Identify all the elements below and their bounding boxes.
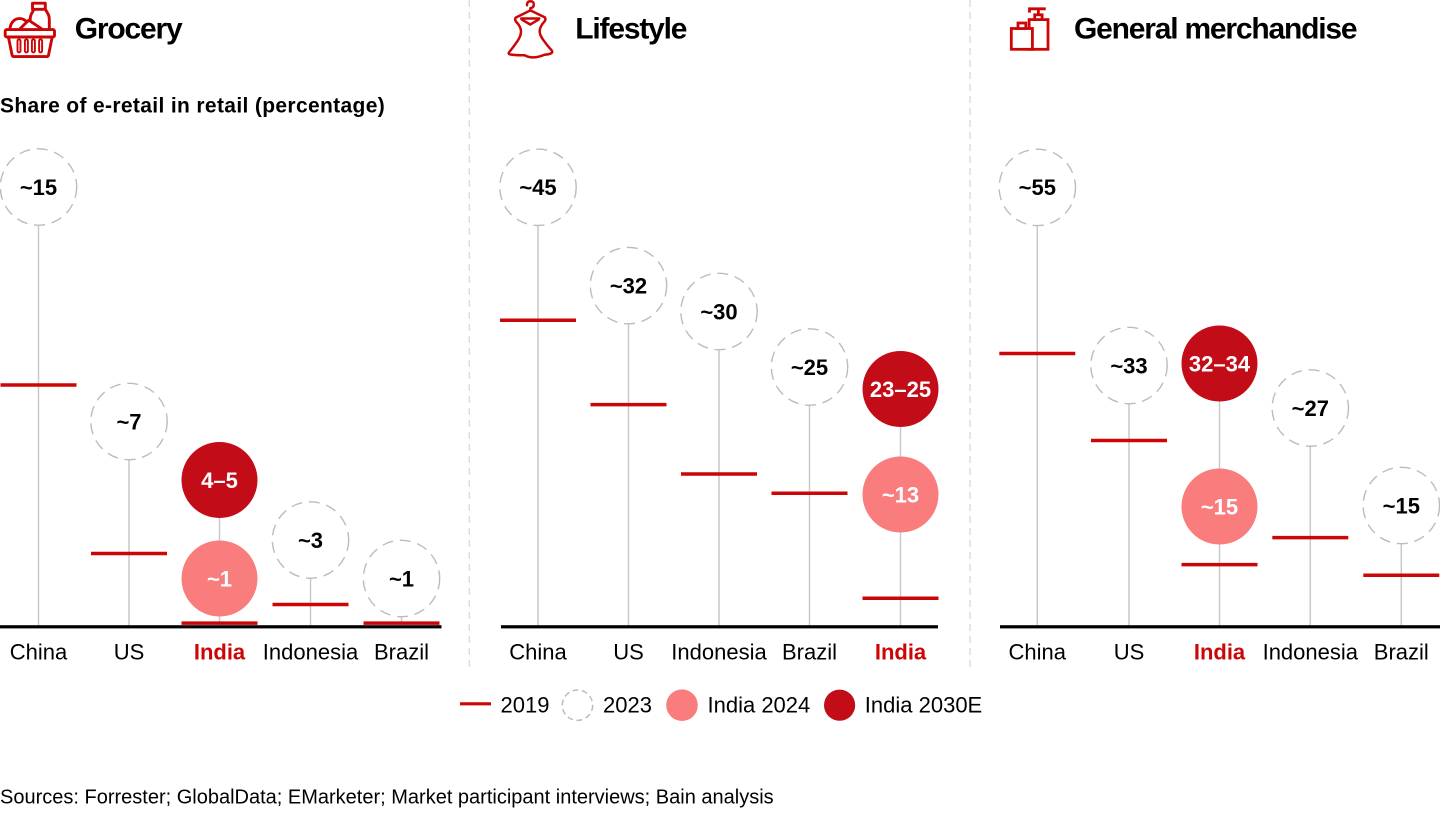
svg-text:Share of e-retail in retail (p: Share of e-retail in retail (percentage) bbox=[0, 94, 385, 117]
svg-text:Indonesia: Indonesia bbox=[671, 640, 767, 665]
svg-text:~1: ~1 bbox=[207, 566, 232, 591]
svg-text:~55: ~55 bbox=[1019, 175, 1056, 200]
svg-text:~33: ~33 bbox=[1110, 353, 1147, 378]
svg-text:India 2024: India 2024 bbox=[708, 692, 811, 717]
svg-text:General merchandise: General merchandise bbox=[1074, 13, 1357, 46]
svg-text:~3: ~3 bbox=[298, 528, 323, 553]
svg-text:2019: 2019 bbox=[501, 692, 550, 717]
svg-text:India: India bbox=[1194, 640, 1246, 665]
svg-text:US: US bbox=[613, 640, 644, 665]
svg-text:~13: ~13 bbox=[882, 482, 919, 507]
svg-text:~15: ~15 bbox=[20, 175, 57, 200]
svg-text:4–5: 4–5 bbox=[201, 468, 238, 493]
svg-text:China: China bbox=[1009, 640, 1067, 665]
svg-text:India 2030E: India 2030E bbox=[865, 692, 982, 717]
svg-text:Lifestyle: Lifestyle bbox=[575, 13, 686, 46]
svg-text:US: US bbox=[114, 640, 145, 665]
svg-text:~30: ~30 bbox=[700, 299, 737, 324]
svg-text:32–34: 32–34 bbox=[1189, 351, 1251, 376]
svg-text:~7: ~7 bbox=[116, 409, 141, 434]
svg-text:Sources: Forrester; GlobalData: Sources: Forrester; GlobalData; EMarkete… bbox=[0, 787, 774, 809]
svg-text:Grocery: Grocery bbox=[75, 13, 183, 46]
svg-text:~15: ~15 bbox=[1383, 493, 1420, 518]
svg-text:China: China bbox=[509, 640, 567, 665]
svg-text:~27: ~27 bbox=[1292, 396, 1329, 421]
svg-text:23–25: 23–25 bbox=[870, 377, 931, 402]
svg-text:~1: ~1 bbox=[389, 566, 414, 591]
svg-text:~45: ~45 bbox=[519, 175, 556, 200]
svg-text:Indonesia: Indonesia bbox=[263, 640, 359, 665]
svg-text:Brazil: Brazil bbox=[374, 640, 429, 665]
svg-text:~15: ~15 bbox=[1201, 494, 1238, 519]
svg-text:Brazil: Brazil bbox=[1374, 640, 1429, 665]
svg-text:~32: ~32 bbox=[610, 273, 647, 298]
svg-text:India: India bbox=[875, 640, 927, 665]
svg-text:Indonesia: Indonesia bbox=[1263, 640, 1359, 665]
svg-text:Brazil: Brazil bbox=[782, 640, 837, 665]
svg-text:China: China bbox=[10, 640, 68, 665]
svg-text:2023: 2023 bbox=[603, 692, 652, 717]
svg-text:~25: ~25 bbox=[791, 355, 828, 380]
svg-text:India: India bbox=[194, 640, 246, 665]
svg-text:US: US bbox=[1114, 640, 1145, 665]
